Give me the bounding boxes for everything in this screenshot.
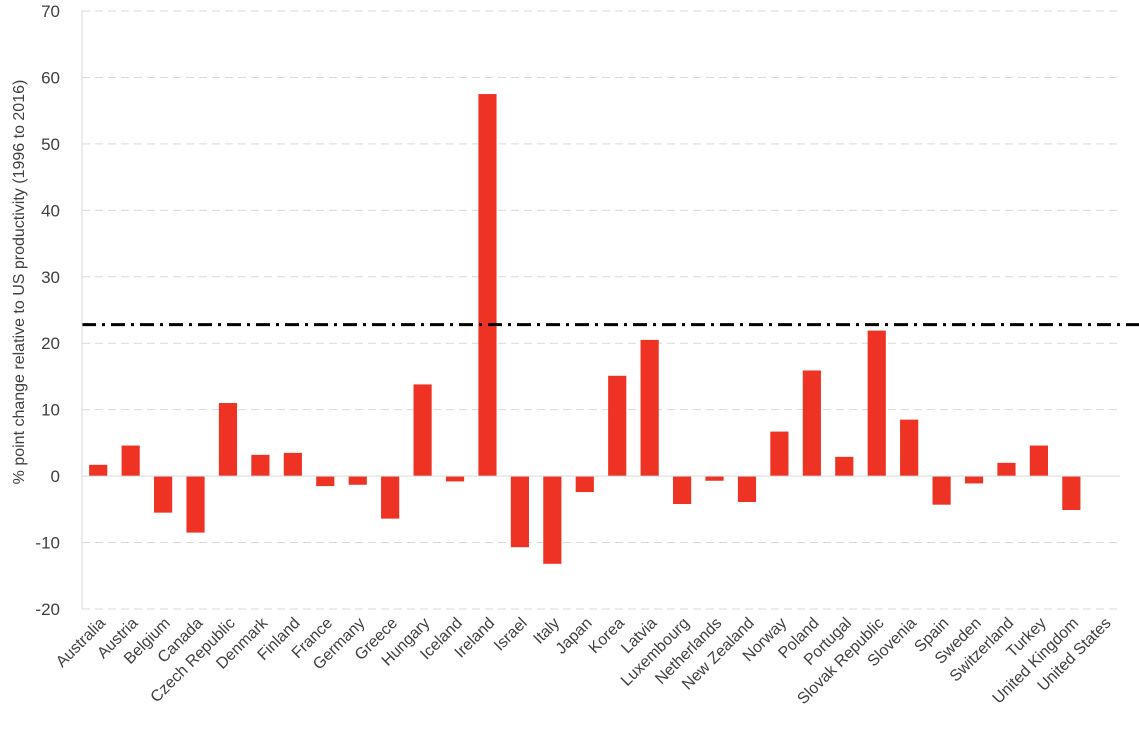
y-tick-label: 40 <box>41 201 60 220</box>
gridlines <box>82 10 1120 610</box>
bar <box>154 476 173 513</box>
bar <box>445 476 465 482</box>
y-axis-ticks: -20 -10 0 10 20 30 40 50 60 70 <box>35 2 60 619</box>
bar <box>997 462 1016 477</box>
bar <box>218 403 238 477</box>
y-tick-label: 20 <box>41 334 60 353</box>
bar <box>186 476 205 533</box>
bar <box>283 452 302 477</box>
bar <box>251 454 270 477</box>
bar <box>413 384 432 477</box>
bar <box>802 370 821 477</box>
bar <box>381 476 400 519</box>
x-tick-label: Korea <box>586 615 628 657</box>
y-tick-label: 70 <box>41 2 60 21</box>
y-axis-label: % point change relative to US productivi… <box>11 80 28 485</box>
axes <box>81 11 1120 609</box>
x-tick-label: Israel <box>491 615 531 655</box>
y-tick-label: 30 <box>41 268 60 287</box>
bar <box>640 339 659 477</box>
bar <box>770 431 789 477</box>
y-tick-label: 10 <box>41 401 60 420</box>
bar <box>121 445 140 477</box>
y-tick-label: 50 <box>41 135 60 154</box>
bar <box>1062 476 1081 510</box>
bar <box>867 330 886 477</box>
bar <box>835 456 854 477</box>
bar <box>932 476 951 505</box>
bars <box>89 94 1081 564</box>
bar <box>737 476 757 503</box>
bar <box>478 94 497 477</box>
bar <box>964 476 984 484</box>
x-tick-label: Japan <box>553 615 596 658</box>
bar <box>89 464 108 477</box>
y-tick-label: -20 <box>35 600 60 619</box>
bar <box>608 375 627 477</box>
bar <box>705 476 724 481</box>
y-tick-label: 60 <box>41 68 60 87</box>
bar <box>510 476 529 548</box>
y-tick-label: 0 <box>51 467 60 486</box>
bar <box>1029 445 1048 477</box>
bar <box>543 476 562 564</box>
bar <box>900 419 919 477</box>
y-tick-label: -10 <box>35 534 60 553</box>
bar <box>575 476 594 493</box>
bar <box>316 476 335 487</box>
bar <box>673 476 692 505</box>
bar <box>348 476 367 485</box>
